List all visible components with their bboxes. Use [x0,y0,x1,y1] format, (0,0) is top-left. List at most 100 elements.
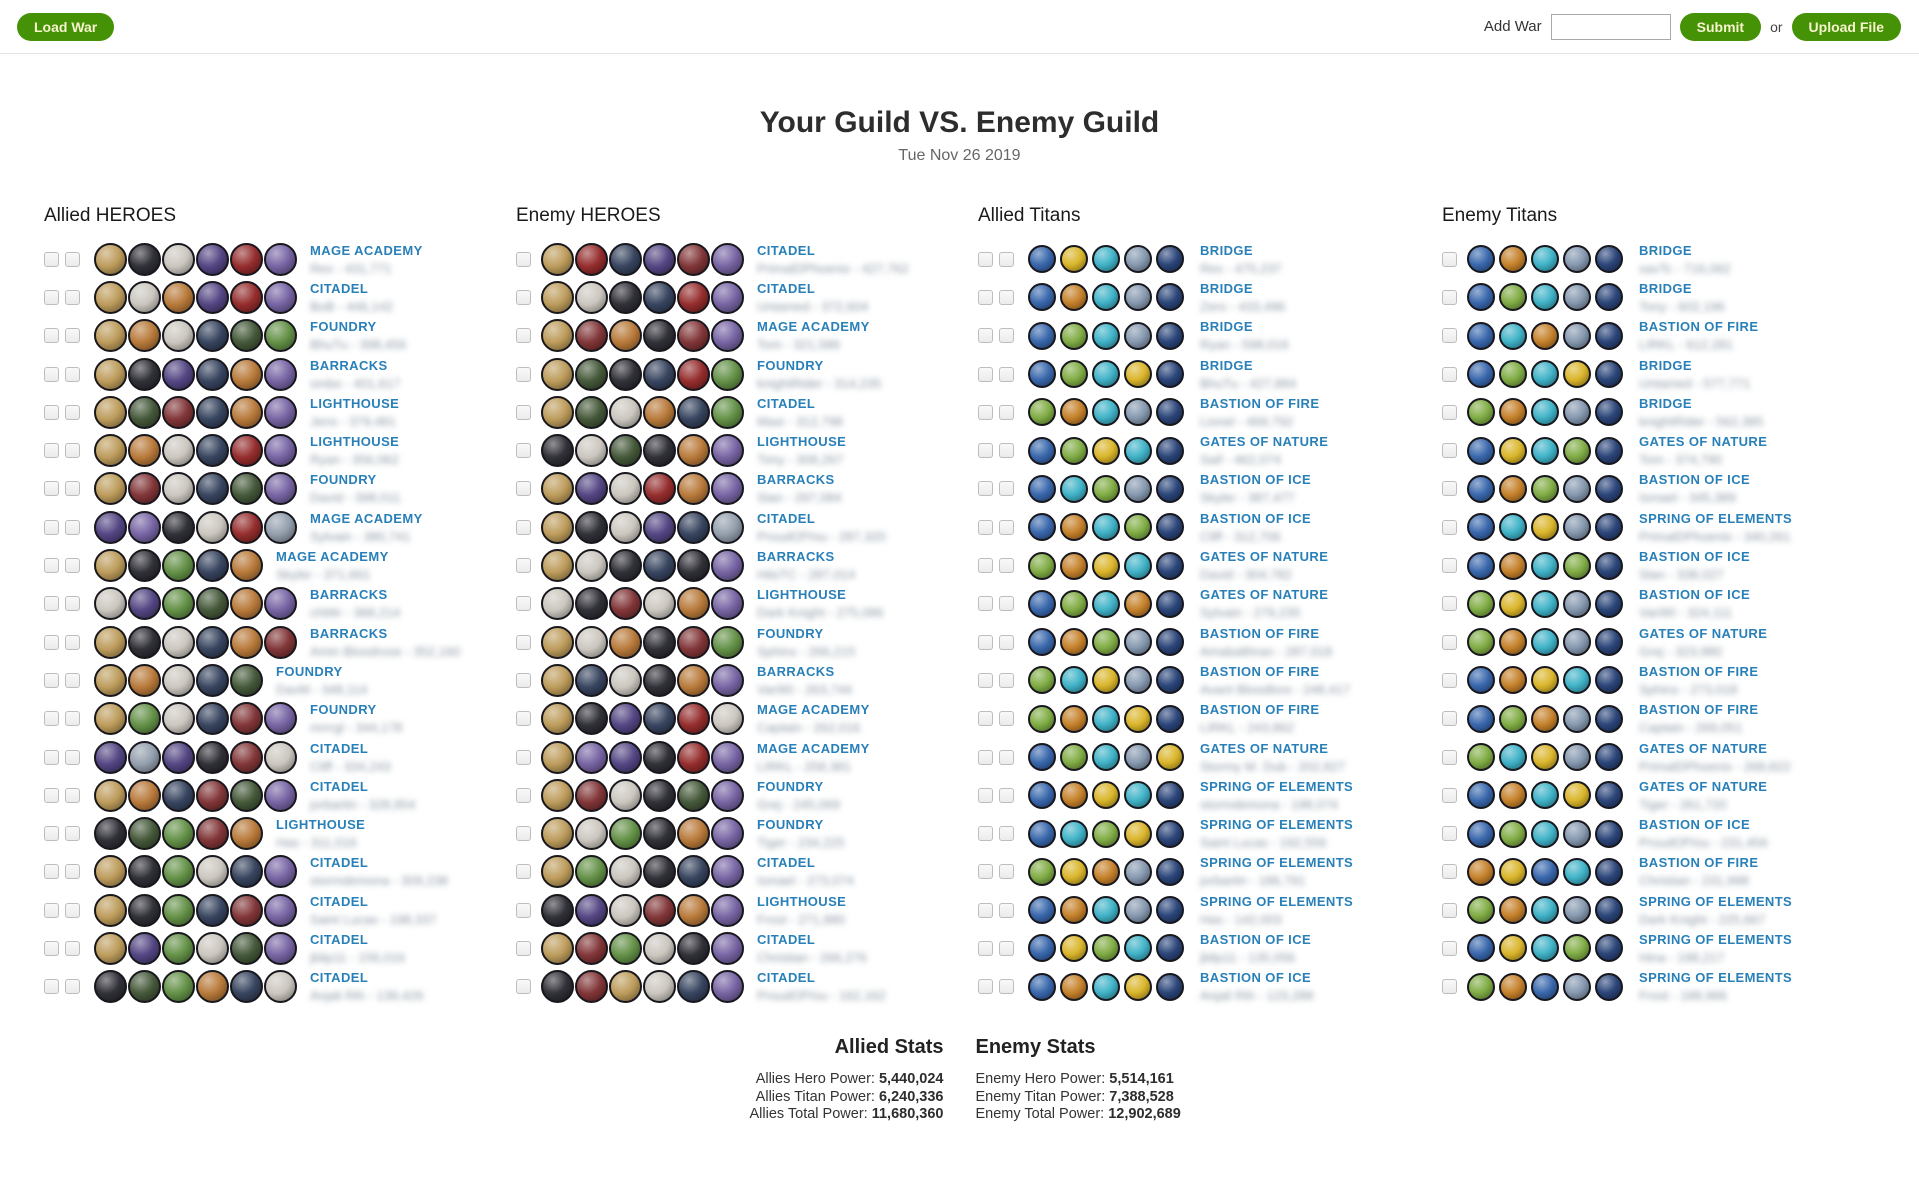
row-checkbox[interactable] [516,634,531,650]
row-checkbox[interactable] [516,787,531,803]
row-checkbox[interactable] [516,596,531,612]
row-checkbox[interactable] [65,787,80,803]
row-checkbox[interactable] [1442,979,1457,995]
row-checkbox[interactable] [65,672,80,688]
row-checkbox[interactable] [516,443,531,459]
row-checkbox[interactable] [65,749,80,765]
row-checkbox[interactable] [978,289,993,305]
row-checkbox[interactable] [44,558,59,574]
row-checkbox[interactable] [978,940,993,956]
row-checkbox[interactable] [44,826,59,842]
row-checkbox[interactable] [999,749,1014,765]
row-checkbox[interactable] [44,404,59,420]
row-checkbox[interactable] [44,940,59,956]
row-checkbox[interactable] [44,596,59,612]
row-checkbox[interactable] [999,826,1014,842]
upload-file-button[interactable]: Upload File [1791,12,1901,41]
row-checkbox[interactable] [999,328,1014,344]
row-checkbox[interactable] [65,289,80,305]
row-checkbox[interactable] [65,366,80,382]
row-checkbox[interactable] [1442,366,1457,382]
row-checkbox[interactable] [44,787,59,803]
row-checkbox[interactable] [999,289,1014,305]
row-checkbox[interactable] [978,251,993,267]
row-checkbox[interactable] [999,787,1014,803]
row-checkbox[interactable] [516,328,531,344]
row-checkbox[interactable] [65,443,80,459]
row-checkbox[interactable] [1442,519,1457,535]
row-checkbox[interactable] [44,251,59,267]
row-checkbox[interactable] [516,979,531,995]
row-checkbox[interactable] [978,672,993,688]
row-checkbox[interactable] [44,328,59,344]
row-checkbox[interactable] [999,596,1014,612]
row-checkbox[interactable] [44,443,59,459]
row-checkbox[interactable] [978,979,993,995]
row-checkbox[interactable] [44,366,59,382]
row-checkbox[interactable] [978,481,993,497]
row-checkbox[interactable] [999,519,1014,535]
row-checkbox[interactable] [999,979,1014,995]
row-checkbox[interactable] [65,558,80,574]
row-checkbox[interactable] [65,251,80,267]
row-checkbox[interactable] [978,519,993,535]
row-checkbox[interactable] [44,672,59,688]
row-checkbox[interactable] [999,251,1014,267]
row-checkbox[interactable] [44,711,59,727]
row-checkbox[interactable] [978,328,993,344]
row-checkbox[interactable] [1442,558,1457,574]
row-checkbox[interactable] [999,481,1014,497]
row-checkbox[interactable] [516,404,531,420]
row-checkbox[interactable] [65,902,80,918]
row-checkbox[interactable] [999,404,1014,420]
row-checkbox[interactable] [999,443,1014,459]
row-checkbox[interactable] [999,902,1014,918]
row-checkbox[interactable] [1442,443,1457,459]
row-checkbox[interactable] [999,672,1014,688]
add-war-input[interactable] [1550,13,1671,40]
row-checkbox[interactable] [65,481,80,497]
row-checkbox[interactable] [1442,481,1457,497]
row-checkbox[interactable] [516,519,531,535]
row-checkbox[interactable] [516,902,531,918]
row-checkbox[interactable] [1442,634,1457,650]
row-checkbox[interactable] [65,864,80,880]
row-checkbox[interactable] [65,940,80,956]
row-checkbox[interactable] [978,634,993,650]
row-checkbox[interactable] [44,481,59,497]
row-checkbox[interactable] [44,634,59,650]
row-checkbox[interactable] [1442,596,1457,612]
row-checkbox[interactable] [1442,940,1457,956]
row-checkbox[interactable] [1442,328,1457,344]
row-checkbox[interactable] [44,749,59,765]
row-checkbox[interactable] [516,481,531,497]
row-checkbox[interactable] [516,558,531,574]
row-checkbox[interactable] [978,826,993,842]
row-checkbox[interactable] [1442,749,1457,765]
row-checkbox[interactable] [516,289,531,305]
row-checkbox[interactable] [44,519,59,535]
row-checkbox[interactable] [999,711,1014,727]
row-checkbox[interactable] [65,404,80,420]
row-checkbox[interactable] [999,864,1014,880]
row-checkbox[interactable] [44,979,59,995]
row-checkbox[interactable] [65,328,80,344]
row-checkbox[interactable] [978,749,993,765]
row-checkbox[interactable] [65,979,80,995]
row-checkbox[interactable] [999,558,1014,574]
row-checkbox[interactable] [1442,672,1457,688]
row-checkbox[interactable] [516,940,531,956]
row-checkbox[interactable] [516,711,531,727]
row-checkbox[interactable] [65,519,80,535]
row-checkbox[interactable] [65,596,80,612]
row-checkbox[interactable] [44,289,59,305]
row-checkbox[interactable] [1442,251,1457,267]
row-checkbox[interactable] [516,749,531,765]
row-checkbox[interactable] [978,711,993,727]
row-checkbox[interactable] [1442,864,1457,880]
row-checkbox[interactable] [978,864,993,880]
row-checkbox[interactable] [978,366,993,382]
row-checkbox[interactable] [978,596,993,612]
row-checkbox[interactable] [1442,902,1457,918]
row-checkbox[interactable] [1442,289,1457,305]
